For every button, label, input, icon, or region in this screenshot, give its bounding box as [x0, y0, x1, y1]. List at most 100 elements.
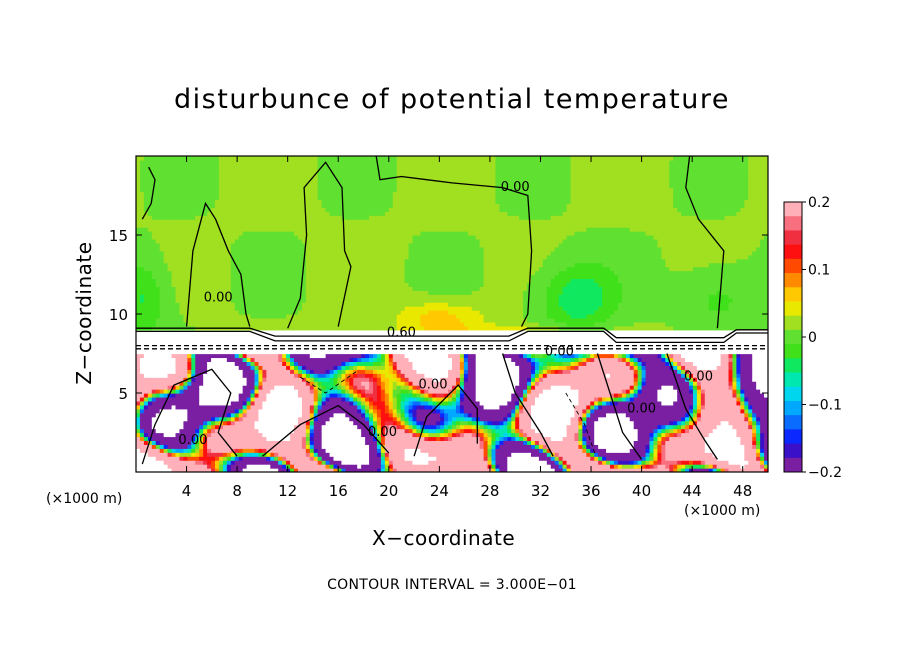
field-cell — [503, 440, 508, 445]
field-cell — [602, 456, 607, 461]
field-cell — [578, 361, 583, 366]
field-cell — [455, 353, 461, 359]
field-cell — [673, 369, 678, 374]
field-cell — [689, 424, 694, 430]
field-cell — [633, 464, 639, 469]
field-cell — [523, 353, 528, 359]
field-cell — [538, 373, 544, 378]
field-cell — [270, 349, 275, 355]
field-cell — [286, 416, 291, 422]
field-cell — [574, 416, 579, 422]
field-cell — [586, 428, 591, 434]
field-cell — [562, 365, 568, 370]
field-cell — [440, 460, 445, 465]
field-cell — [637, 416, 643, 422]
field-cell — [625, 408, 631, 414]
field-cell — [673, 448, 678, 453]
field-cell — [455, 468, 461, 472]
field-cell — [444, 444, 449, 449]
field-cell — [558, 381, 564, 386]
field-cell — [183, 468, 188, 472]
field-cell — [270, 353, 275, 359]
field-cell — [649, 456, 655, 461]
field-cell — [562, 440, 568, 445]
field-cell — [218, 385, 224, 390]
field-cell — [321, 464, 327, 469]
field-cell — [538, 444, 544, 449]
field-cell — [159, 357, 165, 362]
field-cell — [649, 468, 655, 472]
field-cell — [728, 357, 734, 362]
field-cell — [657, 436, 662, 441]
field-cell — [689, 408, 694, 414]
field-cell — [380, 448, 386, 453]
field-cell — [483, 385, 489, 390]
field-cell — [665, 444, 670, 449]
field-cell — [689, 420, 694, 426]
field-cell — [455, 377, 461, 382]
field-cell — [764, 408, 768, 414]
field-cell — [218, 373, 224, 378]
field-cell — [692, 373, 698, 378]
field-cell — [349, 349, 354, 355]
field-cell — [692, 452, 698, 457]
field-cell — [527, 428, 532, 434]
field-cell — [175, 404, 181, 410]
field-cell — [408, 385, 414, 390]
field-cell — [523, 416, 528, 422]
field-cell — [309, 444, 315, 449]
field-cell — [621, 373, 627, 378]
field-cell — [388, 428, 394, 434]
field-cell — [475, 357, 481, 362]
field-cell — [258, 369, 263, 374]
field-cell — [657, 460, 662, 465]
field-cell — [357, 357, 362, 362]
field-cell — [179, 400, 184, 406]
field-cell — [191, 381, 196, 386]
field-cell — [416, 349, 421, 355]
field-cell — [677, 400, 682, 406]
field-cell — [207, 389, 212, 394]
field-cell — [392, 424, 398, 430]
field-cell — [400, 404, 406, 410]
field-cell — [452, 428, 457, 434]
field-cell — [649, 377, 655, 382]
field-cell — [396, 464, 402, 469]
field-cell — [278, 416, 283, 422]
field-cell — [724, 420, 730, 426]
field-cell — [345, 385, 350, 390]
field-cell — [574, 464, 579, 469]
field-cell — [234, 361, 240, 366]
field-cell — [479, 436, 485, 441]
field-cell — [744, 349, 749, 355]
field-cell — [724, 353, 730, 359]
field-cell — [621, 365, 627, 370]
field-cell — [262, 393, 267, 398]
field-cell — [222, 365, 228, 370]
field-cell — [677, 436, 682, 441]
field-cell — [574, 369, 579, 374]
field-cell — [218, 361, 224, 366]
field-cell — [728, 420, 734, 426]
field-cell — [531, 373, 536, 378]
field-cell — [748, 361, 753, 366]
field-cell — [566, 440, 572, 445]
field-cell — [420, 353, 425, 359]
field-cell — [637, 357, 643, 362]
field-cell — [764, 468, 768, 472]
field-cell — [594, 460, 599, 465]
field-cell — [333, 408, 339, 414]
field-cell — [337, 385, 342, 390]
field-cell — [155, 432, 161, 438]
field-cell — [538, 440, 544, 445]
field-cell — [349, 432, 354, 438]
field-cell — [689, 436, 694, 441]
field-cell — [274, 385, 279, 390]
field-cell — [700, 408, 706, 414]
field-cell — [728, 452, 734, 457]
field-cell — [136, 408, 141, 414]
field-cell — [215, 381, 220, 386]
field-cell — [613, 424, 619, 430]
field-cell — [574, 400, 579, 406]
field-cell — [388, 373, 394, 378]
